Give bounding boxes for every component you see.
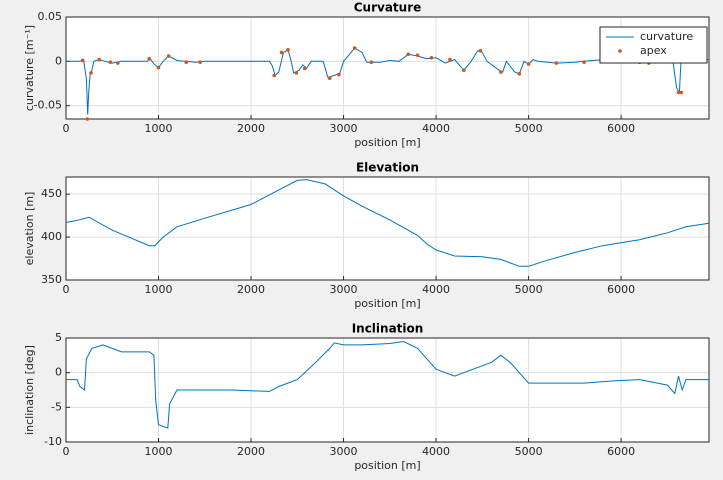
apex-point — [517, 71, 522, 76]
x-tick-label: 3000 — [330, 445, 358, 458]
legend-label: curvature — [640, 30, 693, 43]
x-axis-label: position [m] — [354, 297, 420, 310]
x-tick-label: 5000 — [515, 283, 543, 296]
data-line — [65, 179, 710, 267]
y-tick-label: 450 — [41, 187, 62, 200]
y-tick-label: 350 — [41, 273, 62, 286]
apex-point — [406, 52, 411, 57]
axes-box — [65, 337, 710, 443]
apex-point — [526, 62, 531, 66]
apex-point — [582, 60, 586, 65]
x-tick-label: 4000 — [422, 122, 450, 135]
apex-point — [478, 48, 483, 53]
apex-point — [116, 61, 120, 65]
apex-point — [198, 60, 202, 65]
y-axis-label: inclination [deg] — [23, 345, 36, 435]
axes-frame — [65, 337, 710, 443]
axes-frame — [65, 16, 710, 120]
apex-point — [166, 54, 171, 58]
apex-point — [80, 58, 85, 63]
apex-point — [85, 117, 90, 121]
x-axis-label: position [m] — [354, 136, 420, 149]
x-tick-label: 6000 — [607, 283, 635, 296]
y-tick-label: -5 — [51, 400, 62, 413]
apex-point — [369, 60, 374, 65]
x-tick-label: 3000 — [330, 283, 358, 296]
apex-point — [337, 72, 341, 77]
x-tick-label: 6000 — [607, 445, 635, 458]
apex-point — [184, 60, 189, 65]
apex-point — [499, 70, 503, 74]
apex-point — [294, 71, 299, 75]
x-tick-label: 1000 — [145, 445, 173, 458]
y-tick-label: 0 — [55, 366, 62, 379]
x-tick-label: 2000 — [237, 122, 265, 135]
x-tick-label: 2000 — [237, 445, 265, 458]
x-tick-label: 4000 — [422, 445, 450, 458]
chart-title: Elevation — [356, 161, 419, 175]
chart-title: Curvature — [354, 1, 422, 15]
apex-point — [415, 53, 420, 57]
y-tick-label: -10 — [44, 435, 62, 448]
apex-point — [97, 57, 102, 62]
y-axis-label: curvature [m⁻¹] — [23, 25, 36, 111]
x-tick-label: 2000 — [237, 283, 265, 296]
x-tick-label: 0 — [63, 122, 70, 135]
apex-point — [302, 66, 307, 71]
x-tick-label: 6000 — [607, 122, 635, 135]
apex-point — [679, 90, 684, 95]
apex-point — [352, 46, 357, 50]
x-tick-label: 3000 — [330, 122, 358, 135]
x-tick-label: 0 — [63, 445, 70, 458]
apex-point — [554, 61, 559, 65]
axes-box — [65, 176, 710, 281]
x-tick-label: 1000 — [145, 283, 173, 296]
apex-point — [108, 60, 113, 65]
apex-point — [286, 48, 290, 52]
axes-frame — [65, 176, 710, 281]
data-line — [66, 47, 710, 115]
y-tick-label: 0.05 — [38, 10, 63, 23]
legend-box — [599, 26, 708, 64]
x-tick-label: 1000 — [145, 122, 173, 135]
apex-point — [429, 56, 434, 60]
y-axis-label: elevation [m] — [23, 192, 36, 266]
x-tick-label: 5000 — [515, 122, 543, 135]
y-tick-label: 0 — [55, 54, 62, 67]
chart-title: Inclination — [352, 322, 424, 336]
apex-point — [279, 50, 284, 55]
apex-point — [448, 57, 452, 62]
x-axis-label: position [m] — [354, 459, 420, 472]
y-tick-label: -0.05 — [34, 99, 62, 112]
data-line — [66, 340, 709, 429]
apex-point — [327, 76, 332, 80]
legend-marker — [618, 49, 622, 53]
apex-point — [462, 68, 466, 73]
apex-point — [156, 65, 161, 70]
apex-point — [89, 71, 93, 75]
x-tick-label: 4000 — [422, 283, 450, 296]
apex-point — [147, 56, 152, 61]
apex-point — [272, 73, 276, 78]
y-tick-label: 5 — [55, 331, 62, 344]
legend-label: apex — [640, 44, 667, 57]
x-tick-label: 5000 — [515, 445, 543, 458]
x-tick-label: 0 — [63, 283, 70, 296]
apex-point — [676, 90, 681, 95]
y-tick-label: 400 — [41, 230, 62, 243]
